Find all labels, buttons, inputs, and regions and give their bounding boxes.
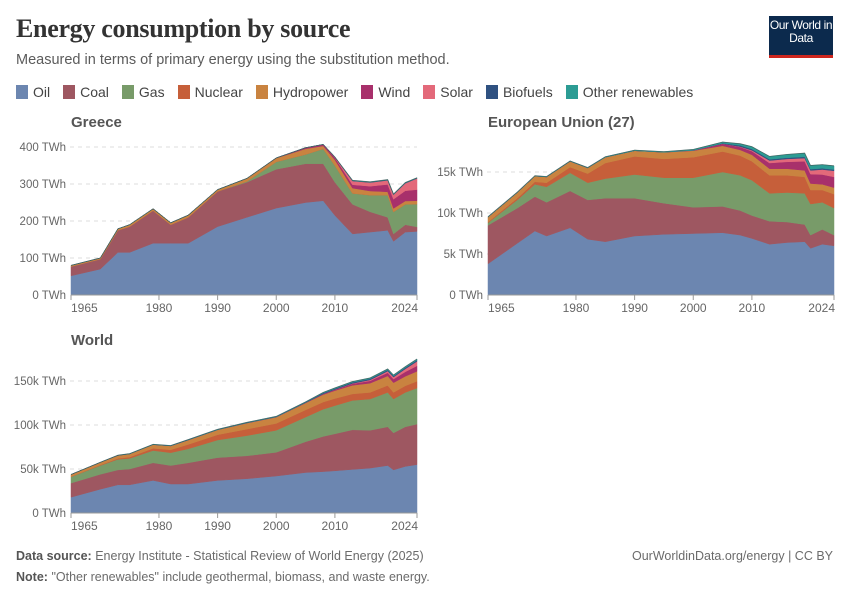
panel-title: European Union (27): [488, 114, 635, 131]
x-tick-label: 2000: [263, 301, 290, 315]
legend-swatch: [255, 85, 268, 99]
legend-item-other-renewables[interactable]: Other renewables: [565, 84, 694, 100]
legend-swatch: [121, 85, 134, 99]
chart-world: World 0 TWh 50k TWh 100k TWh 150k TWh 1965 198…: [14, 332, 419, 533]
total-outline: [70, 143, 418, 266]
y-tick-label: 150k TWh: [14, 376, 66, 388]
legend-item-coal[interactable]: Coal: [63, 84, 109, 100]
x-tick-label: 1990: [621, 301, 648, 315]
legend-swatch: [485, 85, 498, 99]
url-license[interactable]: OurWorldinData.org/energy | CC BY: [631, 549, 833, 563]
legend-label: Nuclear: [194, 84, 243, 100]
x-tick-label: 2000: [263, 519, 290, 533]
legend-swatch: [63, 85, 76, 99]
chart-subtitle: Measured in terms of primary energy usin…: [16, 52, 450, 68]
note-label: Note:: [16, 570, 48, 584]
legend-label: Gas: [138, 84, 165, 100]
y-tick-label: 5k TWh: [444, 249, 483, 261]
y-tick-label: 300 TWh: [20, 179, 66, 191]
y-tick-label: 0 TWh: [32, 290, 66, 302]
x-tick-label: 2010: [322, 519, 349, 533]
y-tick-label: 50k TWh: [20, 464, 66, 476]
x-tick-label: 1990: [204, 519, 231, 533]
x-tick-label: 1965: [71, 519, 98, 533]
legend-swatch: [361, 85, 374, 99]
y-tick-label: 0 TWh: [449, 290, 483, 302]
total-outline: [487, 141, 835, 218]
legend-label: Oil: [33, 84, 51, 100]
legend-label: Solar: [440, 84, 473, 100]
x-tick-label: 1980: [146, 519, 173, 533]
legend-swatch: [423, 85, 436, 99]
legend-item-oil[interactable]: Oil: [16, 84, 50, 100]
x-tick-label: 1965: [71, 301, 98, 315]
legend-label: Other renewables: [582, 84, 694, 100]
legend-item-nuclear[interactable]: Nuclear: [177, 84, 243, 100]
source-text[interactable]: Energy Institute - Statistical Review of…: [95, 549, 424, 563]
legend-item-biofuels[interactable]: Biofuels: [485, 84, 553, 100]
x-tick-label: 1990: [204, 301, 231, 315]
data-source: Data source: Energy Institute - Statisti…: [16, 549, 424, 563]
x-tick-label: 2010: [322, 301, 349, 315]
chart-greece: Greece 0 TWh 100 TWh 200 TWh 300 TWh 400 TWh 1…: [20, 114, 419, 315]
legend-label: Wind: [378, 84, 411, 100]
chart-title: Energy consumption by source: [16, 14, 351, 43]
owid-logo[interactable]: Our World in Data: [769, 16, 833, 58]
source-label: Data source:: [16, 549, 92, 563]
panel-title: Greece: [71, 114, 122, 131]
legend-swatch: [177, 85, 190, 99]
x-tick-label: 1980: [146, 301, 173, 315]
x-tick-label: 2000: [680, 301, 707, 315]
panel-title: World: [71, 332, 113, 349]
legend-label: Biofuels: [502, 84, 553, 100]
y-tick-label: 10k TWh: [437, 208, 483, 220]
note-text: "Other renewables" include geothermal, b…: [51, 570, 430, 584]
legend-swatch: [565, 85, 578, 99]
legend: Oil Coal Gas Nuclear Hydropower Wind Sol…: [16, 84, 706, 100]
x-tick-label: 2010: [739, 301, 766, 315]
x-tick-label: 2024: [808, 301, 835, 315]
chart-european-union-27: European Union (27) 0 TWh 5k TWh 10k TWh 15k…: [437, 114, 835, 315]
legend-item-hydropower[interactable]: Hydropower: [255, 84, 349, 100]
x-tick-label: 1965: [488, 301, 515, 315]
y-tick-label: 400 TWh: [20, 142, 66, 154]
legend-label: Coal: [80, 84, 109, 100]
x-tick-label: 2024: [391, 519, 418, 533]
legend-item-solar[interactable]: Solar: [423, 84, 473, 100]
legend-swatch: [16, 85, 28, 99]
y-tick-label: 200 TWh: [20, 216, 66, 228]
y-tick-label: 0 TWh: [32, 508, 66, 520]
legend-item-gas[interactable]: Gas: [121, 84, 165, 100]
x-tick-label: 1980: [563, 301, 590, 315]
y-tick-label: 100k TWh: [14, 420, 66, 432]
y-tick-label: 100 TWh: [20, 253, 66, 265]
y-tick-label: 15k TWh: [437, 167, 483, 179]
note: Note: "Other renewables" include geother…: [16, 570, 430, 584]
legend-item-wind[interactable]: Wind: [361, 84, 410, 100]
legend-label: Hydropower: [272, 84, 349, 100]
total-outline: [70, 358, 418, 475]
x-tick-label: 2024: [391, 301, 418, 315]
